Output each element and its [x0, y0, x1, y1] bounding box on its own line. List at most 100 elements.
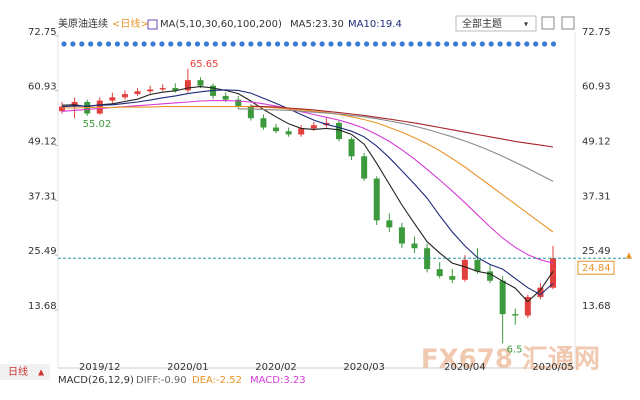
- symbol: 美原油连续: [58, 17, 108, 30]
- macd-diff: DIFF:-0.90: [136, 375, 187, 386]
- ma-line: [61, 89, 554, 296]
- event-dot: [248, 41, 254, 47]
- x-tick-label: 2020/04: [444, 362, 486, 373]
- y-tick-label: 37.31: [28, 191, 57, 202]
- event-dot: [542, 41, 548, 47]
- candle-body: [147, 89, 154, 92]
- period[interactable]: <日线>: [112, 17, 149, 30]
- ma10-value: MA10:19.4: [348, 19, 402, 30]
- event-dot: [310, 41, 316, 47]
- ma-line: [61, 86, 554, 303]
- candle-body: [474, 259, 481, 272]
- event-dot: [497, 41, 503, 47]
- macd-macd: MACD:3.23: [250, 375, 306, 386]
- candle-body: [247, 106, 254, 119]
- event-dot: [61, 41, 67, 47]
- candle-body: [159, 88, 166, 90]
- candle-body: [121, 94, 128, 98]
- candle-body: [172, 88, 179, 91]
- x-tick-label: 2019/12: [79, 362, 121, 373]
- x-tick-label: 2020/03: [343, 362, 385, 373]
- event-dot: [337, 41, 343, 47]
- candle-body: [512, 314, 519, 316]
- x-tick-label: 2020/05: [532, 362, 574, 373]
- event-dot: [506, 41, 512, 47]
- ma5-value: MA5:23.30: [290, 19, 344, 30]
- event-dot: [444, 41, 450, 47]
- event-dot: [399, 41, 405, 47]
- event-dot: [461, 41, 468, 47]
- event-dot: [381, 41, 387, 47]
- candle-body: [197, 80, 204, 86]
- event-dot: [417, 41, 423, 47]
- event-dot: [97, 41, 103, 47]
- event-dot: [550, 41, 557, 47]
- y-tick-label: 72.75: [28, 27, 57, 38]
- event-dot: [203, 41, 209, 47]
- last-price-arrow: ▲: [626, 251, 633, 260]
- last-price-label: 24.84: [582, 263, 611, 274]
- event-dot: [239, 41, 245, 47]
- y-tick-label-right: 37.31: [582, 191, 611, 202]
- event-dot: [257, 41, 263, 47]
- ma-icon: [147, 19, 158, 30]
- event-dot: [275, 41, 281, 47]
- event-dot: [515, 41, 521, 47]
- selector-arrow: ▲: [38, 368, 45, 377]
- y-tick-label-right: 13.68: [582, 301, 611, 312]
- candle-body: [424, 248, 431, 270]
- last-price-box: [577, 260, 615, 275]
- icon-button[interactable]: [541, 16, 555, 30]
- candle-body: [398, 227, 405, 244]
- event-dot: [355, 41, 361, 47]
- macd-dea: DEA:-2.52: [192, 375, 242, 386]
- icon-button[interactable]: [561, 16, 575, 30]
- event-dot: [292, 41, 298, 47]
- event-dot: [221, 41, 227, 47]
- dropdown-arrow: ▾: [524, 20, 528, 29]
- candle-body: [487, 271, 494, 281]
- event-dot: [168, 41, 174, 47]
- event-dot: [390, 41, 396, 47]
- event-dot: [132, 41, 138, 47]
- period-selector-frame[interactable]: [0, 364, 50, 380]
- candle-body: [310, 125, 317, 129]
- macd-params: MACD(26,12,9): [58, 375, 134, 386]
- candle-body: [537, 287, 544, 297]
- candle-body: [524, 296, 531, 316]
- event-dot: [301, 41, 307, 47]
- event-dot: [150, 41, 156, 47]
- event-dot: [114, 41, 120, 47]
- y-tick-label-right: 49.12: [582, 137, 611, 148]
- y-tick-label: 13.68: [28, 301, 57, 312]
- candle-body: [59, 106, 65, 112]
- event-dot: [105, 41, 112, 47]
- event-dot: [88, 41, 94, 47]
- candle-body: [222, 95, 229, 100]
- y-tick-label-right: 60.93: [582, 82, 611, 93]
- ma-line: [250, 105, 554, 148]
- theme-button-frame[interactable]: [455, 15, 537, 32]
- event-dot: [141, 41, 147, 47]
- ma-params: MA(5,10,30,60,100,200): [160, 19, 282, 30]
- candle-body: [298, 128, 305, 135]
- event-dot: [372, 41, 379, 47]
- low-annotation: 6.5: [507, 344, 523, 355]
- y-tick-label-right: 72.75: [582, 27, 611, 38]
- event-dot: [328, 41, 334, 47]
- candle-body: [184, 80, 191, 91]
- candle-body: [285, 131, 292, 135]
- ma-line: [61, 100, 554, 264]
- period-selector[interactable]: 日线: [8, 365, 28, 378]
- candle-body: [373, 178, 380, 221]
- event-dot: [266, 41, 272, 47]
- candle-body: [499, 280, 506, 315]
- candle-body: [461, 259, 468, 280]
- theme-button[interactable]: 全部主题: [462, 17, 502, 30]
- event-dot: [524, 41, 530, 47]
- candle-body: [235, 99, 242, 107]
- event-dot: [123, 41, 129, 47]
